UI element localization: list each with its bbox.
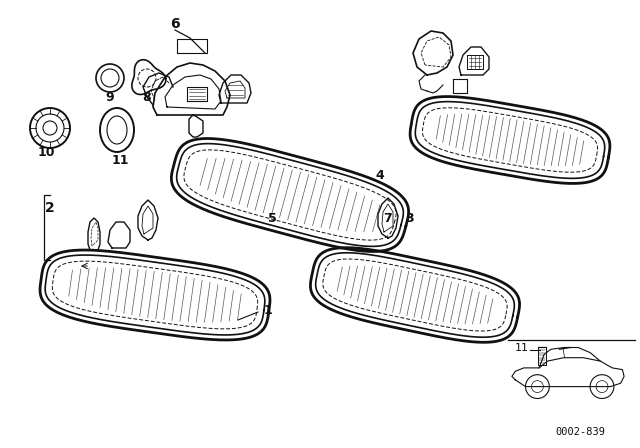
Text: 9: 9: [106, 90, 115, 103]
Text: 3: 3: [404, 211, 413, 224]
Text: 2: 2: [45, 201, 55, 215]
Text: 10: 10: [37, 146, 55, 159]
Text: 8: 8: [143, 90, 151, 103]
Text: 6: 6: [170, 17, 180, 31]
Text: 7: 7: [383, 211, 392, 224]
Text: 1: 1: [264, 303, 273, 316]
Text: 4: 4: [376, 168, 385, 181]
Text: 11: 11: [111, 154, 129, 167]
Text: 5: 5: [268, 211, 276, 224]
Text: 11: 11: [515, 343, 529, 353]
Text: 0002-839: 0002-839: [555, 427, 605, 437]
